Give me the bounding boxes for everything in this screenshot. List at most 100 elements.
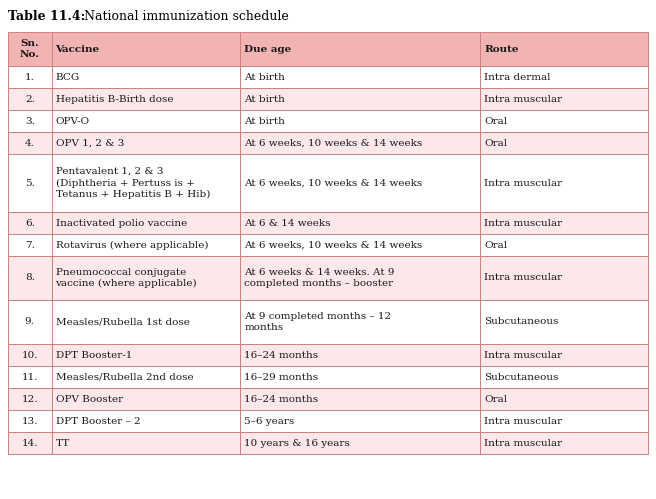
Text: TT: TT — [56, 439, 70, 448]
Bar — [480, 212, 648, 234]
Text: At 6 weeks, 10 weeks & 14 weeks: At 6 weeks, 10 weeks & 14 weeks — [244, 139, 422, 148]
Text: Intra muscular: Intra muscular — [484, 417, 562, 426]
Bar — [8, 300, 52, 344]
Text: 1.: 1. — [25, 72, 35, 81]
Text: 10.: 10. — [22, 350, 38, 359]
Bar — [8, 88, 52, 110]
Bar — [240, 344, 480, 366]
Bar — [8, 432, 52, 454]
Text: 16–24 months: 16–24 months — [244, 350, 318, 359]
Text: 3.: 3. — [25, 116, 35, 126]
Bar — [480, 410, 648, 432]
Bar — [52, 32, 240, 66]
Text: 2.: 2. — [25, 94, 35, 103]
Bar — [480, 432, 648, 454]
Bar — [52, 366, 240, 388]
Text: 16–29 months: 16–29 months — [244, 372, 318, 382]
Bar — [240, 66, 480, 88]
Text: Pentavalent 1, 2 & 3
(Diphtheria + Pertuss is +
Tetanus + Hepatitis B + Hib): Pentavalent 1, 2 & 3 (Diphtheria + Pertu… — [56, 167, 210, 199]
Bar — [52, 132, 240, 154]
Bar — [240, 88, 480, 110]
Text: 14.: 14. — [22, 439, 38, 448]
Bar — [52, 410, 240, 432]
Bar — [8, 110, 52, 132]
Text: 13.: 13. — [22, 417, 38, 426]
Text: 12.: 12. — [22, 395, 38, 404]
Text: Table 11.4:: Table 11.4: — [8, 10, 85, 23]
Text: BCG: BCG — [56, 72, 80, 81]
Text: 16–24 months: 16–24 months — [244, 395, 318, 404]
Text: Oral: Oral — [484, 139, 508, 148]
Bar — [52, 344, 240, 366]
Text: OPV Booster: OPV Booster — [56, 395, 123, 404]
Bar — [52, 154, 240, 212]
Bar — [8, 410, 52, 432]
Text: 5.: 5. — [25, 179, 35, 188]
Text: Intra muscular: Intra muscular — [484, 94, 562, 103]
Bar — [52, 110, 240, 132]
Bar — [240, 110, 480, 132]
Bar — [52, 432, 240, 454]
Bar — [480, 32, 648, 66]
Text: At birth: At birth — [244, 116, 285, 126]
Text: DPT Booster-1: DPT Booster-1 — [56, 350, 132, 359]
Bar — [480, 256, 648, 300]
Text: At birth: At birth — [244, 72, 285, 81]
Text: At 6 weeks & 14 weeks. At 9
completed months – booster: At 6 weeks & 14 weeks. At 9 completed mo… — [244, 268, 395, 288]
Bar — [480, 88, 648, 110]
Bar — [8, 234, 52, 256]
Text: At birth: At birth — [244, 94, 285, 103]
Text: DPT Booster – 2: DPT Booster – 2 — [56, 417, 140, 426]
Bar — [240, 410, 480, 432]
Text: Intra muscular: Intra muscular — [484, 439, 562, 448]
Bar — [240, 132, 480, 154]
Text: Hepatitis B-Birth dose: Hepatitis B-Birth dose — [56, 94, 173, 103]
Text: Intra dermal: Intra dermal — [484, 72, 551, 81]
Text: Subcutaneous: Subcutaneous — [484, 317, 559, 326]
Text: Measles/Rubella 2nd dose: Measles/Rubella 2nd dose — [56, 372, 193, 382]
Text: At 6 weeks, 10 weeks & 14 weeks: At 6 weeks, 10 weeks & 14 weeks — [244, 241, 422, 250]
Bar — [8, 212, 52, 234]
Bar — [8, 366, 52, 388]
Text: Intra muscular: Intra muscular — [484, 219, 562, 228]
Text: At 9 completed months – 12
months: At 9 completed months – 12 months — [244, 312, 392, 332]
Text: 9.: 9. — [25, 317, 35, 326]
Bar — [52, 256, 240, 300]
Text: Due age: Due age — [244, 44, 291, 53]
Bar — [240, 432, 480, 454]
Text: OPV 1, 2 & 3: OPV 1, 2 & 3 — [56, 139, 124, 148]
Bar — [8, 388, 52, 410]
Bar — [8, 66, 52, 88]
Bar — [8, 32, 52, 66]
Bar — [52, 212, 240, 234]
Bar — [480, 66, 648, 88]
Bar — [52, 88, 240, 110]
Bar — [480, 110, 648, 132]
Bar — [240, 366, 480, 388]
Text: 11.: 11. — [22, 372, 38, 382]
Text: 8.: 8. — [25, 273, 35, 282]
Text: Intra muscular: Intra muscular — [484, 273, 562, 282]
Bar — [52, 300, 240, 344]
Bar — [8, 256, 52, 300]
Text: 7.: 7. — [25, 241, 35, 250]
Bar — [240, 300, 480, 344]
Text: Intra muscular: Intra muscular — [484, 179, 562, 188]
Text: Oral: Oral — [484, 395, 508, 404]
Text: National immunization schedule: National immunization schedule — [76, 10, 289, 23]
Text: Sn.
No.: Sn. No. — [20, 39, 40, 59]
Bar — [480, 388, 648, 410]
Text: Measles/Rubella 1st dose: Measles/Rubella 1st dose — [56, 317, 190, 326]
Bar — [8, 132, 52, 154]
Text: Vaccine: Vaccine — [56, 44, 100, 53]
Bar — [240, 32, 480, 66]
Bar — [480, 366, 648, 388]
Text: Intra muscular: Intra muscular — [484, 350, 562, 359]
Bar — [480, 132, 648, 154]
Bar — [8, 344, 52, 366]
Bar — [240, 154, 480, 212]
Text: OPV-O: OPV-O — [56, 116, 90, 126]
Text: At 6 & 14 weeks: At 6 & 14 weeks — [244, 219, 331, 228]
Text: 10 years & 16 years: 10 years & 16 years — [244, 439, 350, 448]
Bar — [52, 234, 240, 256]
